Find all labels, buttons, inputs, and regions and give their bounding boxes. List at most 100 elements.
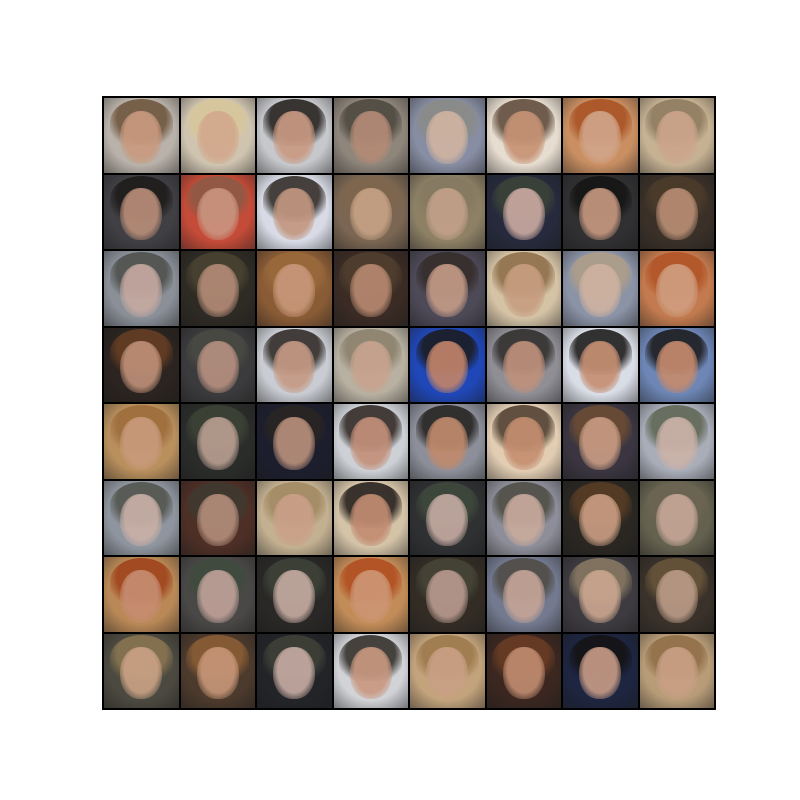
face-region bbox=[502, 417, 545, 470]
face-tile-r7-c6 bbox=[486, 557, 561, 632]
face-region bbox=[120, 493, 163, 547]
face-region bbox=[426, 111, 469, 164]
face-tile-r4-c5 bbox=[410, 327, 485, 402]
face-region bbox=[426, 264, 469, 317]
face-region bbox=[579, 570, 622, 623]
face-region bbox=[502, 570, 545, 623]
face-tile-r3-c1 bbox=[104, 251, 179, 326]
face-tile-r1-c6 bbox=[486, 98, 561, 173]
face-region bbox=[196, 187, 239, 241]
face-region bbox=[579, 646, 622, 700]
face-region bbox=[655, 570, 698, 623]
face-region bbox=[426, 417, 469, 470]
face-region bbox=[655, 417, 698, 470]
face-region bbox=[196, 264, 239, 317]
face-tile-r4-c3 bbox=[257, 327, 332, 402]
face-region bbox=[426, 646, 469, 700]
face-tile-r4-c7 bbox=[563, 327, 638, 402]
face-tile-r5-c1 bbox=[104, 404, 179, 479]
face-tile-r2-c6 bbox=[486, 174, 561, 249]
face-tile-r1-c2 bbox=[180, 98, 255, 173]
face-tile-r2-c7 bbox=[563, 174, 638, 249]
face-tile-r8-c2 bbox=[180, 633, 255, 708]
face-tile-r4-c8 bbox=[639, 327, 714, 402]
face-tile-r5-c3 bbox=[257, 404, 332, 479]
face-tile-r5-c5 bbox=[410, 404, 485, 479]
face-region bbox=[273, 646, 316, 700]
face-tile-r7-c5 bbox=[410, 557, 485, 632]
face-tile-r2-c5 bbox=[410, 174, 485, 249]
face-region bbox=[349, 111, 392, 164]
face-tile-r3-c7 bbox=[563, 251, 638, 326]
face-region bbox=[120, 417, 163, 470]
face-tile-r2-c8 bbox=[639, 174, 714, 249]
face-region bbox=[273, 264, 316, 317]
face-region bbox=[273, 417, 316, 470]
face-tile-r5-c6 bbox=[486, 404, 561, 479]
face-region bbox=[655, 187, 698, 241]
face-tile-r6-c3 bbox=[257, 480, 332, 555]
face-region bbox=[579, 417, 622, 470]
face-tile-r4-c1 bbox=[104, 327, 179, 402]
face-tile-r6-c5 bbox=[410, 480, 485, 555]
face-region bbox=[502, 340, 545, 394]
face-tile-r7-c7 bbox=[563, 557, 638, 632]
face-region bbox=[120, 187, 163, 241]
face-region bbox=[502, 646, 545, 700]
face-tile-r3-c3 bbox=[257, 251, 332, 326]
face-region bbox=[655, 264, 698, 317]
face-region bbox=[196, 417, 239, 470]
face-region bbox=[426, 187, 469, 241]
face-tile-r6-c7 bbox=[563, 480, 638, 555]
face-region bbox=[349, 417, 392, 470]
face-tile-r3-c5 bbox=[410, 251, 485, 326]
face-region bbox=[273, 340, 316, 394]
face-region bbox=[273, 570, 316, 623]
face-region bbox=[502, 493, 545, 547]
face-region bbox=[502, 111, 545, 164]
face-tile-r3-c4 bbox=[333, 251, 408, 326]
face-tile-r4-c4 bbox=[333, 327, 408, 402]
face-tile-r4-c6 bbox=[486, 327, 561, 402]
face-region bbox=[273, 493, 316, 547]
face-tile-r1-c4 bbox=[333, 98, 408, 173]
face-region bbox=[349, 340, 392, 394]
face-region bbox=[273, 187, 316, 241]
face-tile-r6-c1 bbox=[104, 480, 179, 555]
face-region bbox=[655, 340, 698, 394]
face-tile-r8-c7 bbox=[563, 633, 638, 708]
face-tile-r8-c3 bbox=[257, 633, 332, 708]
face-tile-r5-c7 bbox=[563, 404, 638, 479]
face-tile-r2-c3 bbox=[257, 174, 332, 249]
face-region bbox=[196, 570, 239, 623]
face-region bbox=[426, 570, 469, 623]
face-tile-r1-c8 bbox=[639, 98, 714, 173]
face-tile-r7-c2 bbox=[180, 557, 255, 632]
face-region bbox=[120, 111, 163, 164]
face-tile-r2-c1 bbox=[104, 174, 179, 249]
face-tile-r3-c8 bbox=[639, 251, 714, 326]
face-region bbox=[655, 111, 698, 164]
face-region bbox=[655, 493, 698, 547]
face-tile-r2-c2 bbox=[180, 174, 255, 249]
face-tile-r8-c4 bbox=[333, 633, 408, 708]
face-tile-r1-c1 bbox=[104, 98, 179, 173]
face-tile-r2-c4 bbox=[333, 174, 408, 249]
face-tile-r1-c7 bbox=[563, 98, 638, 173]
face-tile-r6-c2 bbox=[180, 480, 255, 555]
face-region bbox=[579, 340, 622, 394]
face-tile-r8-c1 bbox=[104, 633, 179, 708]
face-region bbox=[120, 340, 163, 394]
face-region bbox=[349, 264, 392, 317]
face-tile-r8-c5 bbox=[410, 633, 485, 708]
face-tile-r7-c3 bbox=[257, 557, 332, 632]
face-tile-r7-c8 bbox=[639, 557, 714, 632]
face-region bbox=[349, 493, 392, 547]
face-region bbox=[579, 493, 622, 547]
face-tile-r3-c6 bbox=[486, 251, 561, 326]
face-region bbox=[196, 646, 239, 700]
face-region bbox=[579, 264, 622, 317]
face-tile-r5-c8 bbox=[639, 404, 714, 479]
face-region bbox=[120, 570, 163, 623]
